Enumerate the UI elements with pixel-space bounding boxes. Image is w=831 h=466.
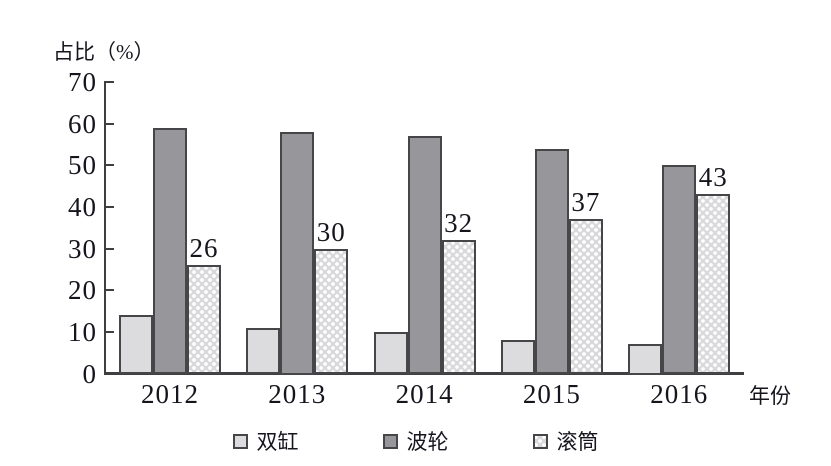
legend-label: 双缸: [256, 430, 299, 454]
bar-滚筒-2015: [568, 219, 603, 375]
legend-item-滚筒: 滚筒: [532, 426, 599, 456]
legend: 双缸 波轮 滚筒: [0, 426, 831, 456]
x-tick-label: 2012: [141, 379, 199, 409]
legend-swatch-icon: [382, 433, 398, 449]
legend-label: 波轮: [406, 430, 449, 454]
y-tick-label: 0: [82, 358, 97, 389]
y-tick-label: 20: [68, 275, 97, 306]
bar-波轮-2012: [153, 127, 187, 375]
y-axis-line: [104, 81, 106, 375]
bar-value-label: 26: [189, 233, 219, 264]
bar-波轮-2013: [280, 132, 315, 375]
bar-双缸-2014: [373, 331, 408, 375]
y-tick-label: 40: [68, 191, 97, 222]
legend-swatch-icon: [232, 433, 248, 449]
bar-value-label: 43: [698, 162, 728, 193]
y-axis-tick: [106, 205, 114, 208]
y-axis-tick: [106, 164, 114, 167]
legend-item-双缸: 双缸: [232, 426, 299, 456]
y-tick-label: 10: [68, 316, 97, 347]
y-axis-tick: [106, 330, 114, 333]
legend-swatch-icon: [532, 433, 548, 449]
bar-双缸-2012: [119, 315, 153, 375]
bar-滚筒-2014: [441, 240, 476, 375]
bar-滚筒-2013: [314, 248, 349, 375]
bar-value-label: 32: [444, 208, 474, 239]
x-tick-label: 2014: [395, 379, 454, 409]
y-tick-label: 60: [68, 108, 97, 139]
y-axis-tick: [106, 289, 114, 292]
legend-label: 滚筒: [556, 430, 599, 454]
y-axis-title: 占比（%）: [53, 40, 155, 64]
y-tick-label: 70: [68, 67, 97, 97]
bar-滚筒-2012: [187, 265, 221, 375]
bar-波轮-2014: [407, 136, 442, 375]
x-tick-label: 2015: [522, 379, 581, 409]
x-tick-label: 2016: [650, 379, 709, 409]
y-axis-tick: [106, 122, 114, 125]
y-axis-tick: [106, 247, 114, 250]
bar-value-label: 37: [571, 187, 601, 218]
bar-双缸-2016: [628, 344, 663, 375]
bar-value-label: 30: [316, 216, 346, 247]
y-tick-label: 30: [68, 233, 97, 264]
bar-双缸-2013: [246, 327, 281, 375]
y-axis-tick: [106, 81, 114, 83]
bar-波轮-2015: [534, 148, 569, 375]
x-axis-title: 年份: [749, 384, 791, 408]
x-tick-label: 2013: [268, 379, 327, 409]
bar-滚筒-2016: [696, 194, 731, 375]
y-tick-label: 50: [68, 150, 97, 181]
bar-波轮-2016: [662, 165, 697, 375]
legend-item-波轮: 波轮: [382, 426, 449, 456]
bar-双缸-2015: [500, 340, 535, 375]
